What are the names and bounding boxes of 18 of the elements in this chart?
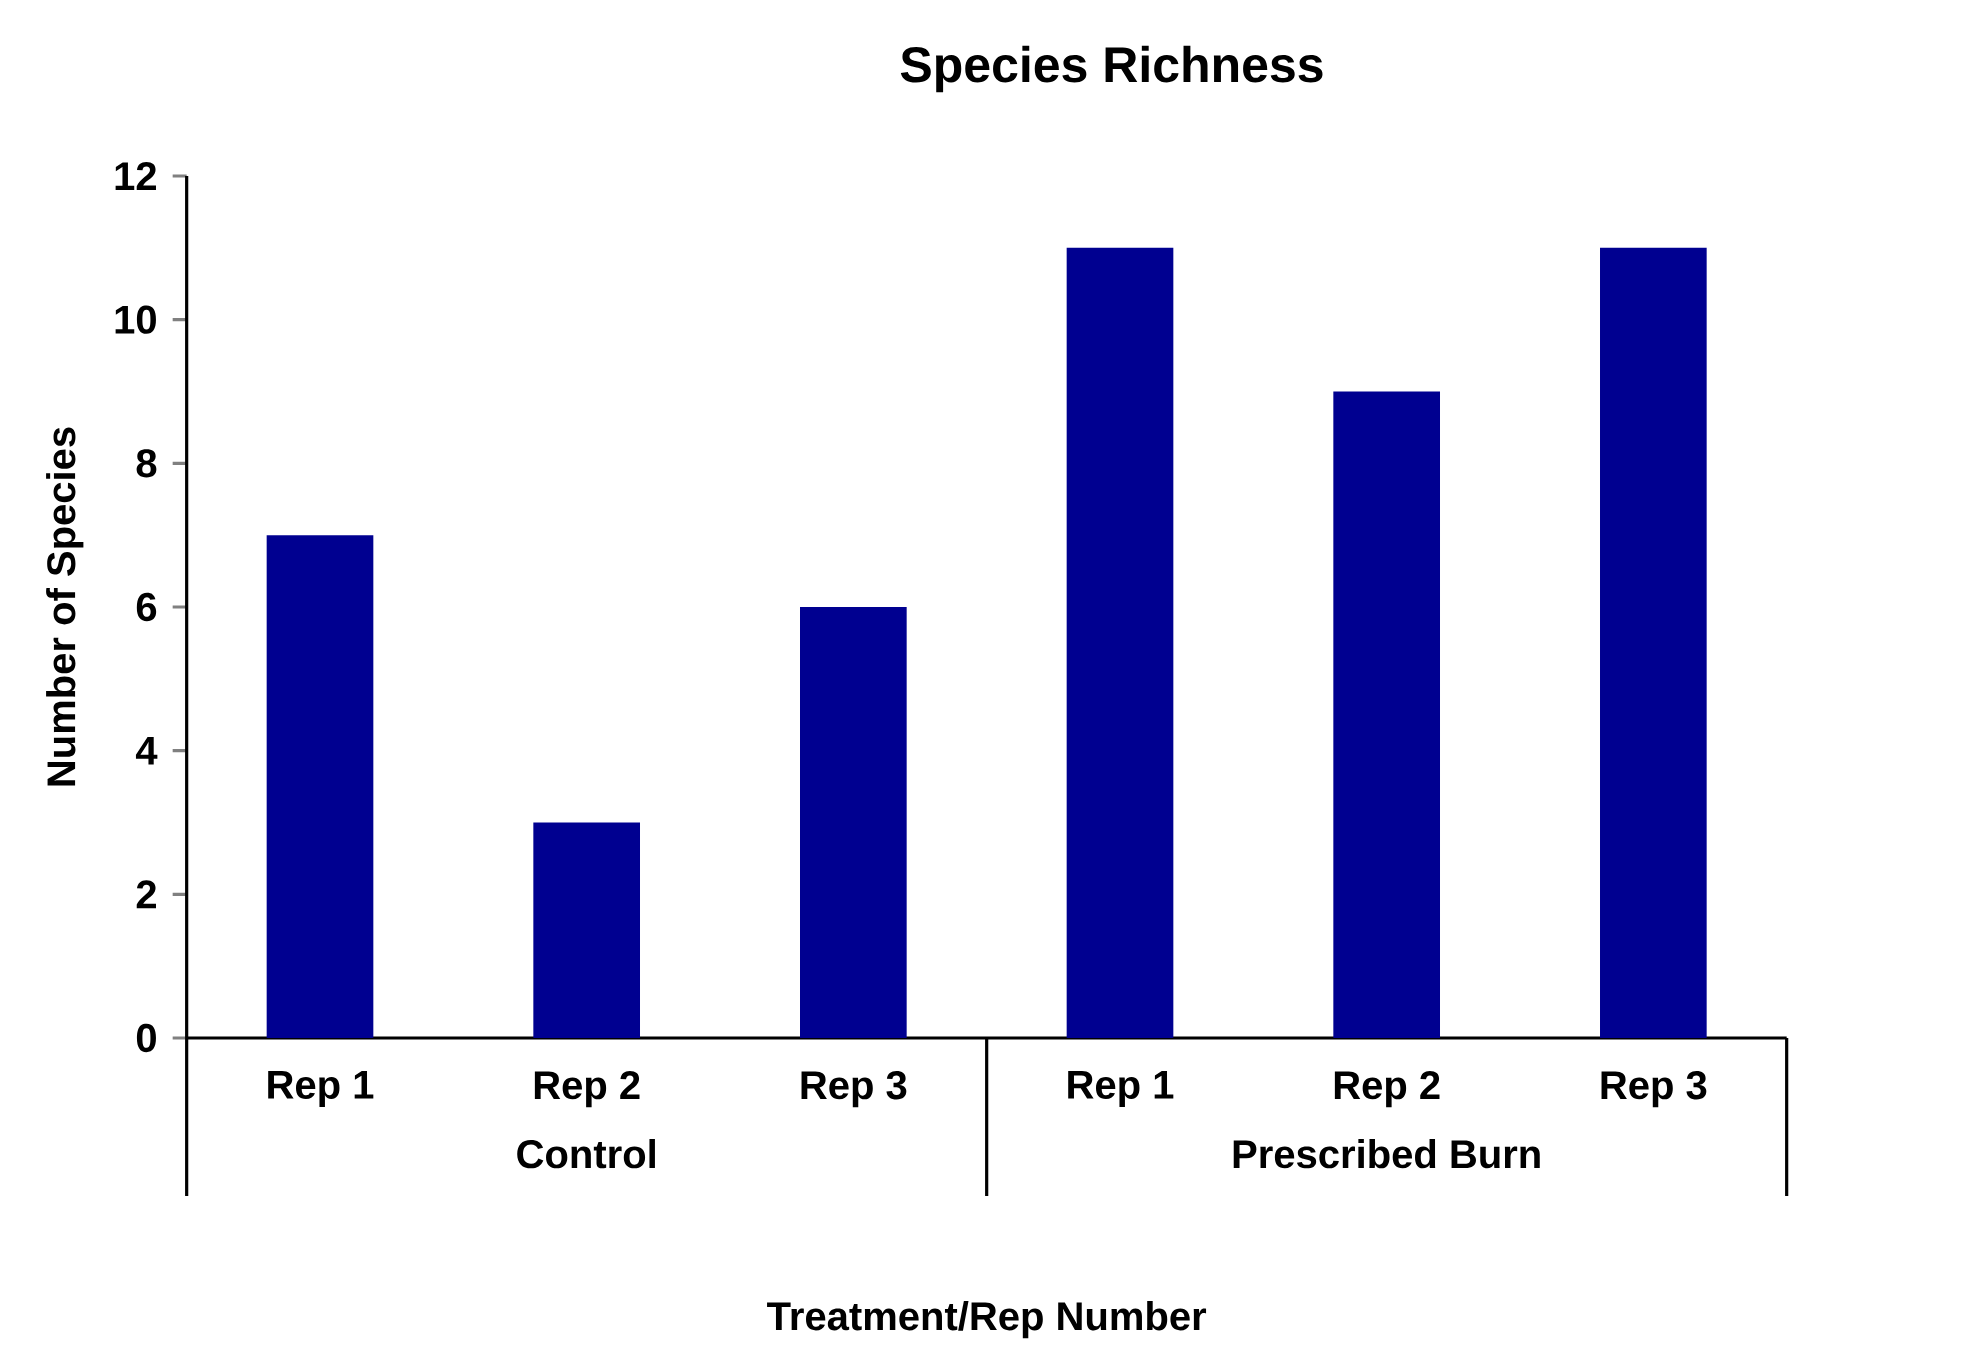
x-tick-label: Rep 1 (1068, 1071, 1174, 1107)
y-tick-label: 12 (115, 162, 156, 190)
x-tick-label: Rep 3 (801, 1071, 907, 1108)
text: Prescribed Burn (1233, 1139, 1540, 1169)
y-tick-label: 8 (136, 449, 157, 478)
y-tick-label: 2 (136, 880, 156, 909)
y-tick-label: 4 (135, 736, 158, 765)
y-tick-label: 6 (136, 592, 157, 622)
x-axis-title: Treatment/Rep Number (767, 1301, 1207, 1339)
x-tick-label: Rep 1 (268, 1071, 374, 1107)
y-tick-label: 0 (136, 1023, 156, 1053)
y-axis-title: Number of Species (46, 427, 84, 786)
x-tick-label: Rep 2 (534, 1071, 640, 1108)
text: Control (517, 1139, 655, 1169)
y-tick-label: 10 (115, 305, 156, 334)
x-tick-label: Rep 3 (1601, 1071, 1707, 1108)
chart-title: Species Richness (900, 45, 1323, 93)
x-tick-label: Rep 2 (1334, 1071, 1440, 1108)
